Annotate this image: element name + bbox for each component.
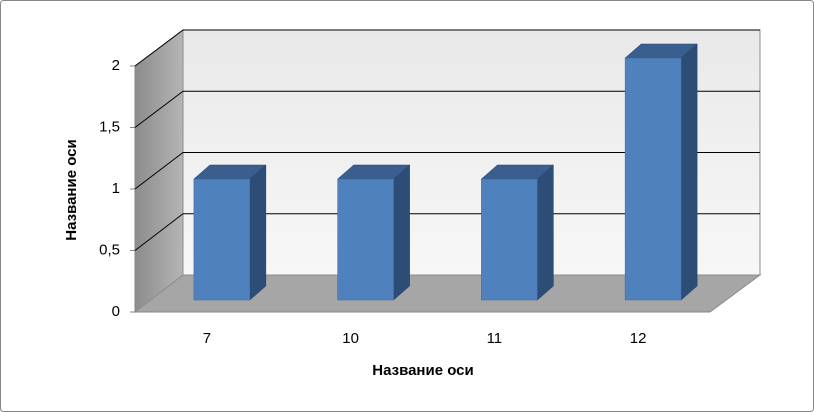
bar-side [393, 164, 410, 301]
x-tick-label: 11 [487, 330, 503, 347]
bar-group [193, 164, 267, 301]
side-grid-line [134, 152, 184, 190]
y-tick-label: 0 [112, 303, 120, 320]
bar-group [624, 43, 698, 301]
side-grid-line [134, 29, 184, 67]
bar-group [480, 164, 555, 301]
y-axis-title: Название оси [63, 139, 80, 241]
side-grid-line [134, 213, 184, 251]
y-tick-label: 0,5 [99, 241, 120, 258]
bar-side [680, 43, 698, 301]
x-tick-label: 7 [203, 330, 211, 347]
x-axis-title: Название оси [372, 362, 474, 379]
x-tick-label: 12 [630, 330, 647, 347]
bar-side [537, 164, 554, 301]
x-tick-label: 10 [342, 330, 359, 347]
y-tick-label: 1,5 [99, 118, 120, 135]
bar [193, 178, 251, 301]
bar [337, 178, 394, 301]
side-grid-line [134, 90, 184, 128]
bar-side [249, 164, 267, 301]
bar [624, 57, 682, 301]
bar [481, 178, 538, 301]
y-tick-label: 1 [112, 180, 120, 197]
grid: 0 0,5 1 1,5 2 [99, 29, 760, 320]
plot: 7 10 11 12 [193, 43, 698, 347]
y-tick-label: 2 [112, 57, 120, 74]
bar-group [336, 164, 411, 301]
